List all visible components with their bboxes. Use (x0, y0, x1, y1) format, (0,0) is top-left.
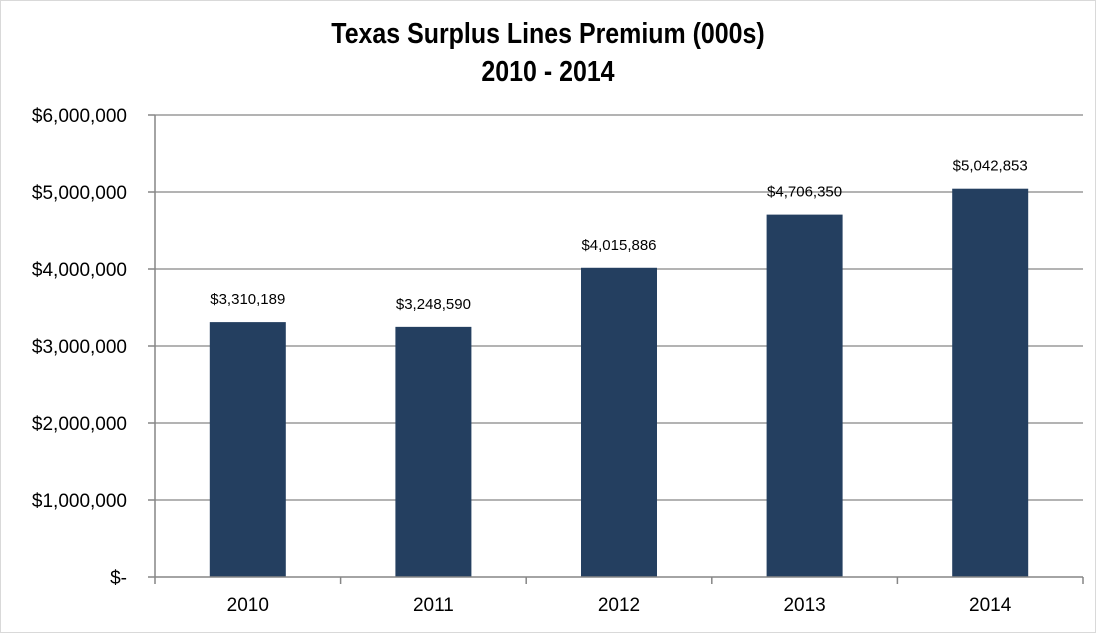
bar-2014 (952, 188, 1029, 577)
axes (148, 114, 1084, 584)
bars (209, 188, 1029, 577)
x-tick-labels: 2010 2011 2012 2013 2014 (227, 595, 1012, 616)
y-tick-label: $6,000,000 (32, 106, 127, 127)
x-tick-label-2010: 2010 (227, 595, 269, 616)
x-tick-label-2011: 2011 (413, 595, 454, 616)
x-tick-label-2013: 2013 (783, 595, 825, 616)
y-tick-label: $5,000,000 (32, 183, 127, 204)
bar-2011 (395, 326, 472, 577)
data-labels: $3,310,189 $3,248,590 $4,015,886 $4,706,350… (210, 158, 1027, 313)
x-tick-label-2012: 2012 (598, 595, 640, 616)
y-tick-label: $- (110, 568, 127, 589)
bar-2010 (209, 322, 286, 577)
data-label-2010: $3,310,189 (210, 291, 285, 308)
chart-subtitle: 2010 - 2014 (481, 56, 615, 88)
data-label-2014: $5,042,853 (953, 158, 1028, 175)
bar-2013 (766, 214, 843, 577)
chart-title: Texas Surplus Lines Premium (000s) (331, 18, 765, 50)
x-tick-label-2014: 2014 (969, 595, 1012, 616)
y-tick-label: $4,000,000 (32, 260, 127, 281)
data-label-2012: $4,015,886 (581, 237, 656, 254)
y-tick-labels: $- $1,000,000 $2,000,000 $3,000,000 $4,000,0… (32, 106, 127, 589)
data-label-2011: $3,248,590 (396, 296, 471, 313)
y-tick-label: $1,000,000 (32, 491, 127, 512)
data-label-2013: $4,706,350 (767, 184, 842, 201)
y-tick-label: $2,000,000 (32, 414, 127, 435)
bar-2012 (581, 267, 657, 577)
y-tick-label: $3,000,000 (32, 337, 127, 358)
